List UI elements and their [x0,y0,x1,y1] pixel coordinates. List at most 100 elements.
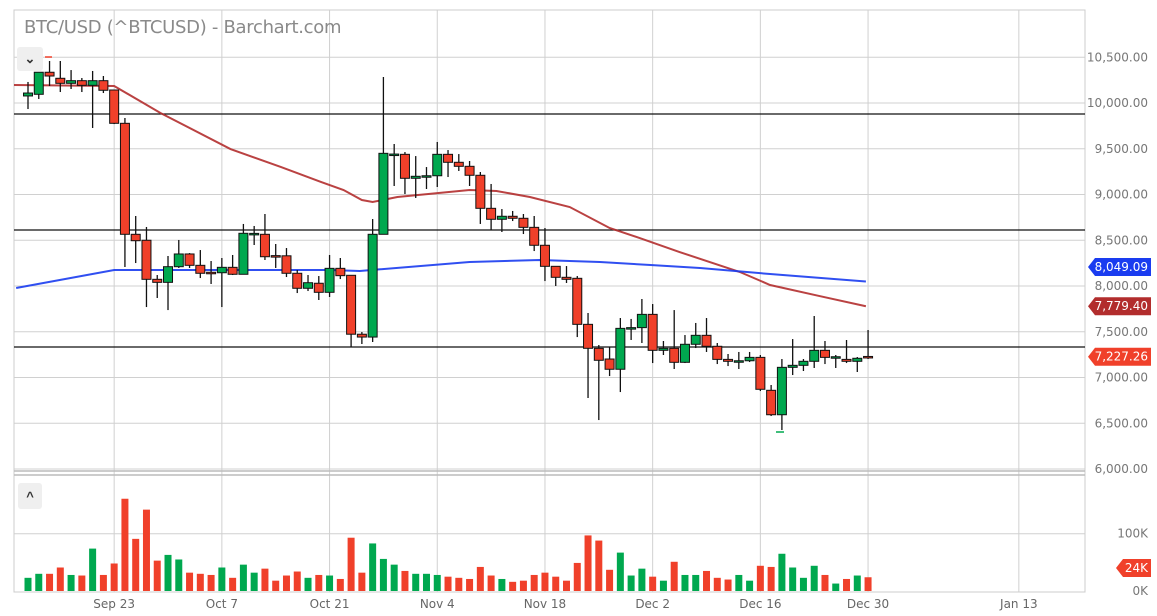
candle-body [626,327,637,330]
volume-bar [196,573,204,591]
candle-body [712,345,723,360]
volume-bar [67,574,75,591]
candle-body [163,266,174,283]
moving-average-line [15,259,866,289]
volume-bar [304,577,312,591]
volume-bar [649,576,657,591]
volume-bar [713,577,721,591]
volume-bar [703,570,711,591]
candle-body [87,80,98,86]
volume-bar [24,577,32,591]
candle-body [776,366,787,416]
moving-average-line [13,83,867,308]
price-tick-label: 8,500.00 [1095,233,1148,247]
candle-body [507,215,518,219]
volume-bar [530,574,538,591]
price-tick-label: 7,500.00 [1095,325,1148,339]
volume-bar [659,580,667,591]
candle-body [464,165,475,176]
candle-body [647,313,658,351]
price-tick-label: 6,500.00 [1095,416,1148,430]
volume-bar [218,567,226,591]
date-tick-label: Oct 21 [310,597,350,611]
volume-bars [24,498,872,591]
candle-body [819,349,830,358]
candles [23,56,874,433]
volume-bar [142,509,150,591]
date-tick-label: Nov 4 [420,597,455,611]
volume-bar [56,567,64,591]
volume-bar [46,573,54,591]
price-tick-label: 6,000.00 [1095,462,1148,476]
volume-bar [541,572,549,591]
date-axis: Sep 23 Oct 7 Oct 21 Nov 4 Nov 18 Dec 2 Dec 16 D… [93,597,1037,611]
candle-body [604,358,615,370]
candle-body [690,334,701,345]
volume-bar [595,540,603,591]
date-tick-label: Sep 23 [93,597,135,611]
candle-body [518,217,529,228]
blue-ma-value-tag-bg [1088,258,1151,276]
volume-toggle-button[interactable]: ^ [18,483,42,509]
volume-bar [810,565,818,591]
volume-bar [153,560,161,591]
candle-body [863,355,874,359]
volume-bar [681,574,689,591]
volume-bar [735,574,743,591]
candle-body [669,347,680,363]
volume-bar [89,548,97,591]
volume-bar [422,573,430,591]
volume-bar [606,569,614,591]
volume-bar [315,574,323,591]
volume-bar [369,543,377,591]
candle-body [733,360,744,363]
volume-bar [455,577,463,591]
volume-bar [175,559,183,591]
volume-bar [627,575,635,591]
candle-body [496,215,507,220]
volume-bar [476,566,484,591]
candle-body [206,271,217,275]
candle-body [130,233,141,242]
volume-bar [293,571,301,591]
volume-bar [35,573,43,591]
candle-body [152,278,163,283]
date-tick-label: Jan 13 [999,597,1038,611]
volume-bar [746,580,754,591]
volume-bar [164,554,172,591]
candle-body [572,277,583,325]
chevron-down-icon: ⌄ [24,51,36,66]
candle-body [723,358,734,362]
volume-bar [99,574,107,591]
volume-bar [552,576,560,591]
price-tick-label: 8,000.00 [1095,279,1148,293]
volume-bar [390,564,398,591]
volume-bar [767,566,775,591]
candle-body [238,232,249,275]
volume-bar [616,552,624,591]
candle-body [830,356,841,359]
volume-bar [336,578,344,591]
collapse-button[interactable]: ⌄ [17,47,43,71]
volume-bar [239,564,247,591]
volume-bar [229,577,237,591]
candle-body [539,244,550,267]
volume-bar [789,567,797,591]
candle-body [216,266,227,274]
volume-bar [843,578,851,591]
volume-bar [853,575,861,591]
candle-body [367,233,378,338]
date-tick-label: Oct 7 [206,597,238,611]
price-tick-label: 7,000.00 [1095,371,1148,385]
volume-bar [186,572,194,591]
candle-body [270,255,281,258]
volume-bar [756,565,764,591]
volume-tick-label: 100K [1117,527,1149,541]
date-tick-label: Dec 30 [847,597,889,611]
volume-bar [412,573,420,591]
last-volume-tag-bg [1116,559,1151,577]
candle-body [809,349,820,362]
horizontal-levels [14,113,1085,348]
volume-bar [282,575,290,591]
